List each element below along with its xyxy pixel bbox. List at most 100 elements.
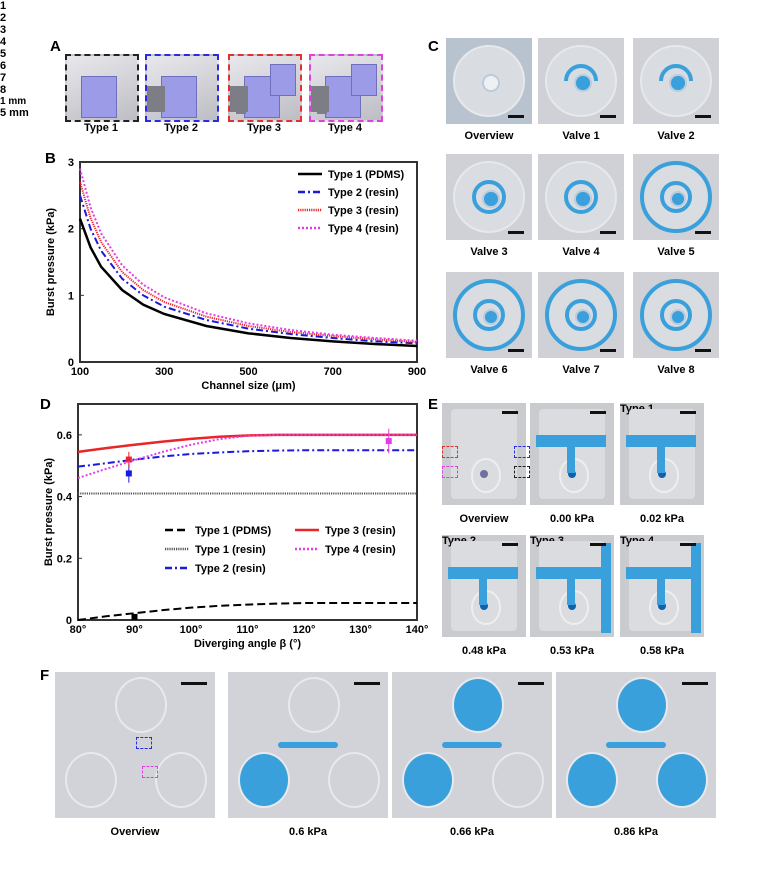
reservoir xyxy=(115,677,167,733)
closeup-photo: Type 4 xyxy=(620,535,704,637)
purple-channel-block xyxy=(81,76,117,118)
legend-label: Type 4 (resin) xyxy=(328,223,399,235)
outlet-dot xyxy=(568,602,576,611)
device-disc xyxy=(544,160,618,234)
scale-bar xyxy=(502,411,518,414)
tile-caption: Valve 3 xyxy=(470,246,508,258)
valve-photo xyxy=(446,272,532,358)
scale-bar xyxy=(181,682,207,685)
valve-photo xyxy=(538,38,624,124)
dye-channel xyxy=(536,567,606,579)
purple-channel-block xyxy=(161,76,197,118)
panel-f-device-photos: Overview 0.6 kPa 0.66 kPa 0.86 kPa 5 mm xyxy=(0,107,768,838)
center-hub xyxy=(574,74,592,92)
device-disc xyxy=(544,278,618,352)
valve-number: 6 xyxy=(0,60,7,72)
scale-bar xyxy=(695,115,711,118)
series-line-3 xyxy=(77,449,417,468)
region-marker xyxy=(442,446,458,458)
dye-ring xyxy=(472,298,506,332)
x-tick-label: 700 xyxy=(324,366,342,378)
series-line-5 xyxy=(77,433,417,480)
closeup-photo: Type 1 xyxy=(620,403,704,505)
scale-bar xyxy=(590,411,606,414)
type-2-render xyxy=(145,54,219,122)
tile-caption: 0.02 kPa xyxy=(639,513,685,525)
x-tick-label: 300 xyxy=(155,366,173,378)
valve-photo xyxy=(446,154,532,240)
tile-caption: Overview xyxy=(459,513,509,525)
scale-bar xyxy=(682,682,708,685)
y-tick-label: 0.2 xyxy=(57,553,72,565)
valve-number: 8 xyxy=(0,84,7,96)
scale-bar xyxy=(508,349,524,352)
closeup-photo: Type 3 xyxy=(530,535,614,637)
panel-label-a: A xyxy=(50,38,61,55)
purple-block xyxy=(351,64,377,96)
legend-label: Type 2 (resin) xyxy=(195,563,266,575)
dye-stem xyxy=(567,443,575,473)
tile-caption: Valve 7 xyxy=(562,364,600,376)
type-1-render xyxy=(65,54,139,122)
type-caption: Type 1 xyxy=(83,122,119,134)
y-tick-label: 1 xyxy=(68,290,74,302)
x-axis-label: Channel size (μm) xyxy=(201,380,295,392)
tile-caption: 0.6 kPa xyxy=(289,826,327,838)
chart-d-burst-vs-angle: 80° 90° 100° 110° 120° 130° 140° 0 0.2 0.4 0.6 Dive… xyxy=(43,403,429,650)
tile-caption: Overview xyxy=(110,826,160,838)
device-disc xyxy=(639,160,713,234)
plot-frame xyxy=(77,403,418,621)
scale-bar xyxy=(600,231,616,234)
reservoir xyxy=(65,752,117,808)
dye-stem xyxy=(567,575,575,605)
center-hub xyxy=(482,190,500,208)
tile-caption: Valve 6 xyxy=(470,364,508,376)
data-point xyxy=(385,438,392,445)
valve-photo xyxy=(633,38,719,124)
gray-cube xyxy=(236,104,246,114)
tile-caption: Valve 8 xyxy=(657,364,695,376)
outlet-dot xyxy=(658,602,666,611)
chip xyxy=(451,409,517,499)
valve-number: 4 xyxy=(0,36,7,48)
panel-label-b: B xyxy=(45,150,56,167)
x-tick-label: 120° xyxy=(293,624,316,636)
tile-caption: 0.48 kPa xyxy=(461,645,507,657)
series-line-1 xyxy=(77,602,417,621)
device-disc xyxy=(452,278,526,352)
region-marker xyxy=(514,466,530,478)
dye-ring xyxy=(564,298,598,332)
dye-side xyxy=(691,543,701,633)
y-tick-label: 0.4 xyxy=(57,492,73,504)
legend-label: Type 3 (resin) xyxy=(325,525,396,537)
valve-number: 3 xyxy=(0,24,7,36)
type-caption: Type 4 xyxy=(327,122,363,134)
x-tick-label: 130° xyxy=(349,624,372,636)
dye-ring xyxy=(471,179,507,215)
y-axis-label: Burst pressure (kPa) xyxy=(43,458,55,567)
panel-label-d: D xyxy=(40,396,51,413)
x-tick-label: 80° xyxy=(70,624,87,636)
tile-caption: 0.58 kPa xyxy=(639,645,685,657)
tile-caption: 0.53 kPa xyxy=(549,645,595,657)
y-tick-label: 0.6 xyxy=(57,430,72,442)
dye-ring xyxy=(658,63,694,81)
reservoir xyxy=(616,677,668,733)
dye-channel xyxy=(448,567,518,579)
tile-caption: 0.86 kPa xyxy=(613,826,659,838)
series-line-4 xyxy=(77,433,417,454)
x-tick-label: 140° xyxy=(406,624,429,636)
closeup-photo xyxy=(530,403,614,505)
device-disc xyxy=(639,278,713,352)
region-marker xyxy=(442,466,458,478)
scale-bar xyxy=(518,682,544,685)
valve-photo xyxy=(538,272,624,358)
y-tick-label: 0 xyxy=(66,615,72,627)
tile-caption: Valve 4 xyxy=(562,246,600,258)
center-hub xyxy=(574,190,592,208)
outlet-dot xyxy=(480,470,488,479)
valve-number: 5 xyxy=(0,48,7,60)
reservoir xyxy=(566,752,618,808)
dye-stem xyxy=(657,443,665,473)
